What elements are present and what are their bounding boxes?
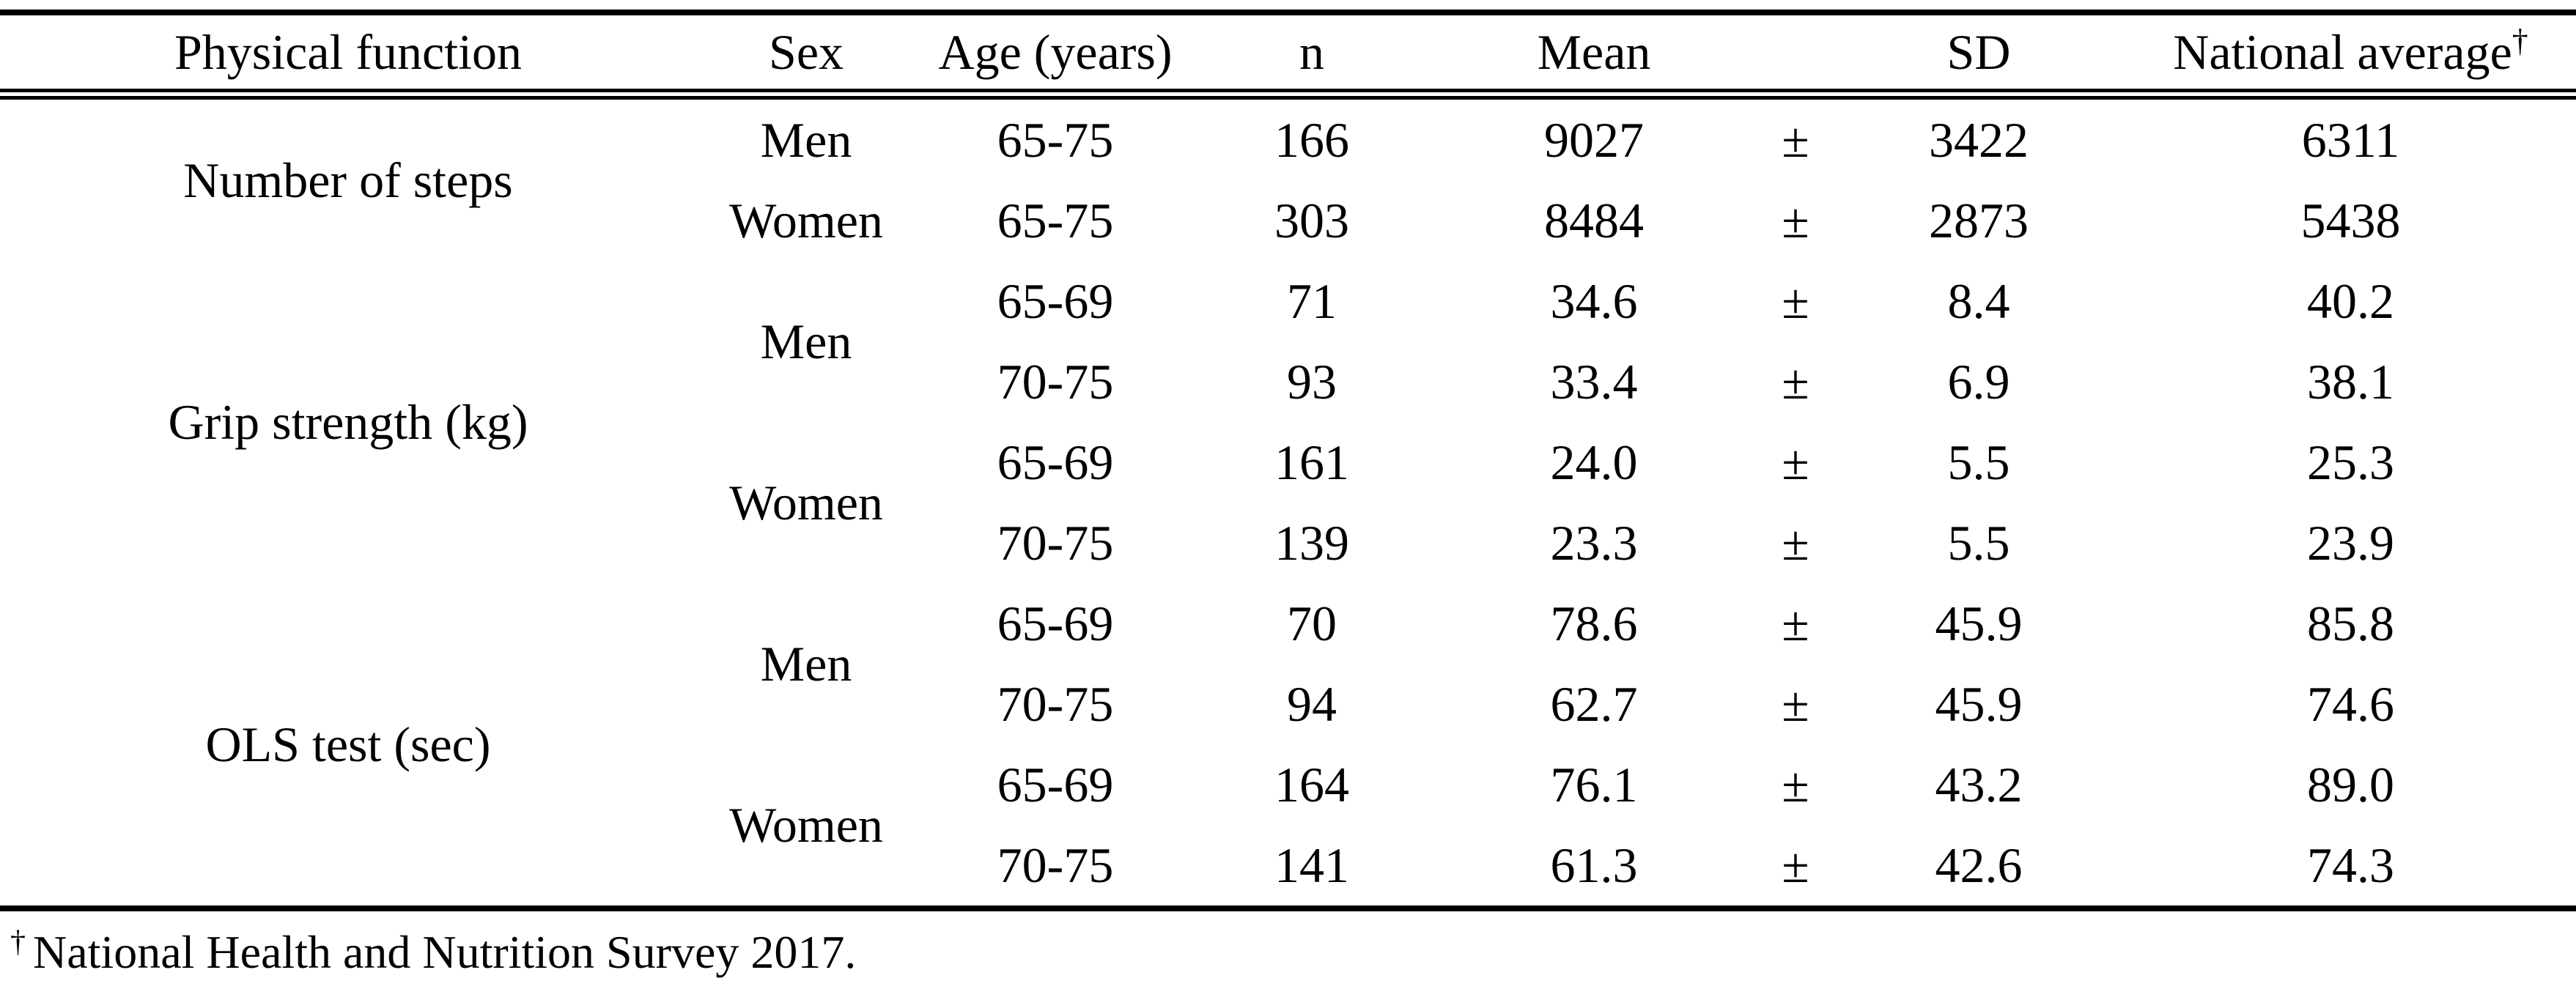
table-row: OLS test (sec) Men 65-69 70 78.6 ± 45.9 … — [0, 583, 2576, 769]
sd-cell: 2873 — [1929, 193, 2029, 248]
n-cell: 71 — [1287, 273, 1337, 329]
table-row: Grip strength (kg) Men 65-69 71 34.6 ± 8… — [0, 261, 2576, 447]
national-average-cell: 40.2 — [2307, 273, 2394, 329]
table-row: 70-75 139 23.3 ± 5.5 23.9 — [0, 503, 2576, 583]
sd-cell: 45.9 — [1935, 596, 2023, 651]
table-row: Women 65-69 161 24.0 ± 5.5 25.3 — [0, 422, 2576, 527]
table-header: Physical function Sex Age (years) n Mean… — [0, 10, 2576, 100]
plus-minus-cell: ± — [1782, 273, 1809, 329]
table-row: 70-75 94 62.7 ± 45.9 74.6 — [0, 664, 2576, 744]
sd-cell: 45.9 — [1935, 676, 2023, 732]
n-cell: 161 — [1274, 434, 1349, 490]
n-cell: 139 — [1274, 515, 1349, 571]
sex-cell: Men — [760, 112, 852, 168]
table-row: 70-75 141 61.3 ± 42.6 74.3 — [0, 825, 2576, 908]
mean-cell: 34.6 — [1550, 273, 1638, 329]
mean-cell: 61.3 — [1550, 837, 1638, 893]
n-cell: 303 — [1274, 193, 1349, 248]
dagger-marker: † — [2512, 23, 2528, 59]
plus-minus-cell: ± — [1782, 757, 1809, 812]
header-physical-function: Physical function — [0, 10, 696, 100]
physical-function-table: Physical function Sex Age (years) n Mean… — [0, 10, 2576, 911]
plus-minus-cell: ± — [1782, 515, 1809, 571]
sd-cell: 8.4 — [1947, 273, 2010, 329]
plus-minus-cell: ± — [1782, 434, 1809, 490]
header-n: n — [1195, 10, 1429, 100]
national-average-cell: 89.0 — [2307, 757, 2394, 812]
age-cell: 70-75 — [997, 837, 1114, 893]
table-row: Women 65-69 164 76.1 ± 43.2 89.0 — [0, 744, 2576, 850]
header-sd: SD — [1832, 10, 2125, 100]
national-average-cell: 25.3 — [2307, 434, 2394, 490]
n-cell: 141 — [1274, 837, 1349, 893]
table-row: Women 65-75 303 8484 ± 2873 5438 — [0, 180, 2576, 261]
mean-cell: 62.7 — [1550, 676, 1638, 732]
age-cell: 65-69 — [997, 273, 1114, 329]
header-national-average: National average† — [2125, 10, 2576, 100]
n-cell: 94 — [1287, 676, 1337, 732]
national-average-cell: 23.9 — [2307, 515, 2394, 571]
sd-cell: 3422 — [1929, 112, 2029, 168]
plus-minus-cell: ± — [1782, 354, 1809, 410]
sex-cell: Men — [760, 636, 852, 692]
plus-minus-cell: ± — [1782, 676, 1809, 732]
age-cell: 70-75 — [997, 676, 1114, 732]
national-average-cell: 74.6 — [2307, 676, 2394, 732]
plus-minus-cell: ± — [1782, 596, 1809, 651]
sex-cell: Women — [729, 797, 883, 853]
national-average-cell: 74.3 — [2307, 837, 2394, 893]
mean-cell: 9027 — [1544, 112, 1644, 168]
header-sex: Sex — [696, 10, 916, 100]
sex-cell: Women — [729, 193, 883, 248]
age-cell: 65-69 — [997, 596, 1114, 651]
n-cell: 93 — [1287, 354, 1337, 410]
sd-cell: 43.2 — [1935, 757, 2023, 812]
group-label-ols-test: OLS test (sec) — [205, 716, 491, 772]
header-plus-minus-spacer — [1759, 10, 1832, 100]
mean-cell: 23.3 — [1550, 515, 1638, 571]
sd-cell: 5.5 — [1947, 434, 2010, 490]
n-cell: 70 — [1287, 596, 1337, 651]
header-row: Physical function Sex Age (years) n Mean… — [0, 10, 2576, 100]
header-age: Age (years) — [916, 10, 1195, 100]
n-cell: 164 — [1274, 757, 1349, 812]
age-cell: 65-69 — [997, 757, 1114, 812]
sd-cell: 5.5 — [1947, 515, 2010, 571]
table-footnote: † National Health and Nutrition Survey 20… — [0, 925, 2576, 981]
header-mean: Mean — [1429, 10, 1759, 100]
mean-cell: 76.1 — [1550, 757, 1638, 812]
group-label-grip-strength: Grip strength (kg) — [168, 394, 528, 450]
sd-cell: 42.6 — [1935, 837, 2023, 893]
national-average-cell: 38.1 — [2307, 354, 2394, 410]
mean-cell: 24.0 — [1550, 434, 1638, 490]
age-cell: 70-75 — [997, 515, 1114, 571]
plus-minus-cell: ± — [1782, 112, 1809, 168]
sd-cell: 6.9 — [1947, 354, 2010, 410]
table-body: Number of steps Men 65-75 166 9027 ± 342… — [0, 95, 2576, 909]
footnote-dagger-marker: † — [10, 925, 26, 959]
age-cell: 70-75 — [997, 354, 1114, 410]
national-average-cell: 5438 — [2300, 193, 2401, 248]
age-cell: 65-75 — [997, 193, 1114, 248]
table-row: 70-75 93 33.4 ± 6.9 38.1 — [0, 341, 2576, 422]
table-row: Number of steps Men 65-75 166 9027 ± 342… — [0, 95, 2576, 205]
mean-cell: 8484 — [1544, 193, 1644, 248]
mean-cell: 78.6 — [1550, 596, 1638, 651]
header-national-average-label: National average — [2173, 24, 2512, 80]
sex-cell: Women — [729, 475, 883, 530]
national-average-cell: 6311 — [2301, 112, 2400, 168]
plus-minus-cell: ± — [1782, 837, 1809, 893]
national-average-cell: 85.8 — [2307, 596, 2394, 651]
age-cell: 65-75 — [997, 112, 1114, 168]
footnote-text: National Health and Nutrition Survey 201… — [33, 926, 857, 978]
mean-cell: 33.4 — [1550, 354, 1638, 410]
age-cell: 65-69 — [997, 434, 1114, 490]
group-label-number-of-steps: Number of steps — [183, 152, 513, 208]
n-cell: 166 — [1274, 112, 1349, 168]
sex-cell: Men — [760, 314, 852, 369]
plus-minus-cell: ± — [1782, 193, 1809, 248]
